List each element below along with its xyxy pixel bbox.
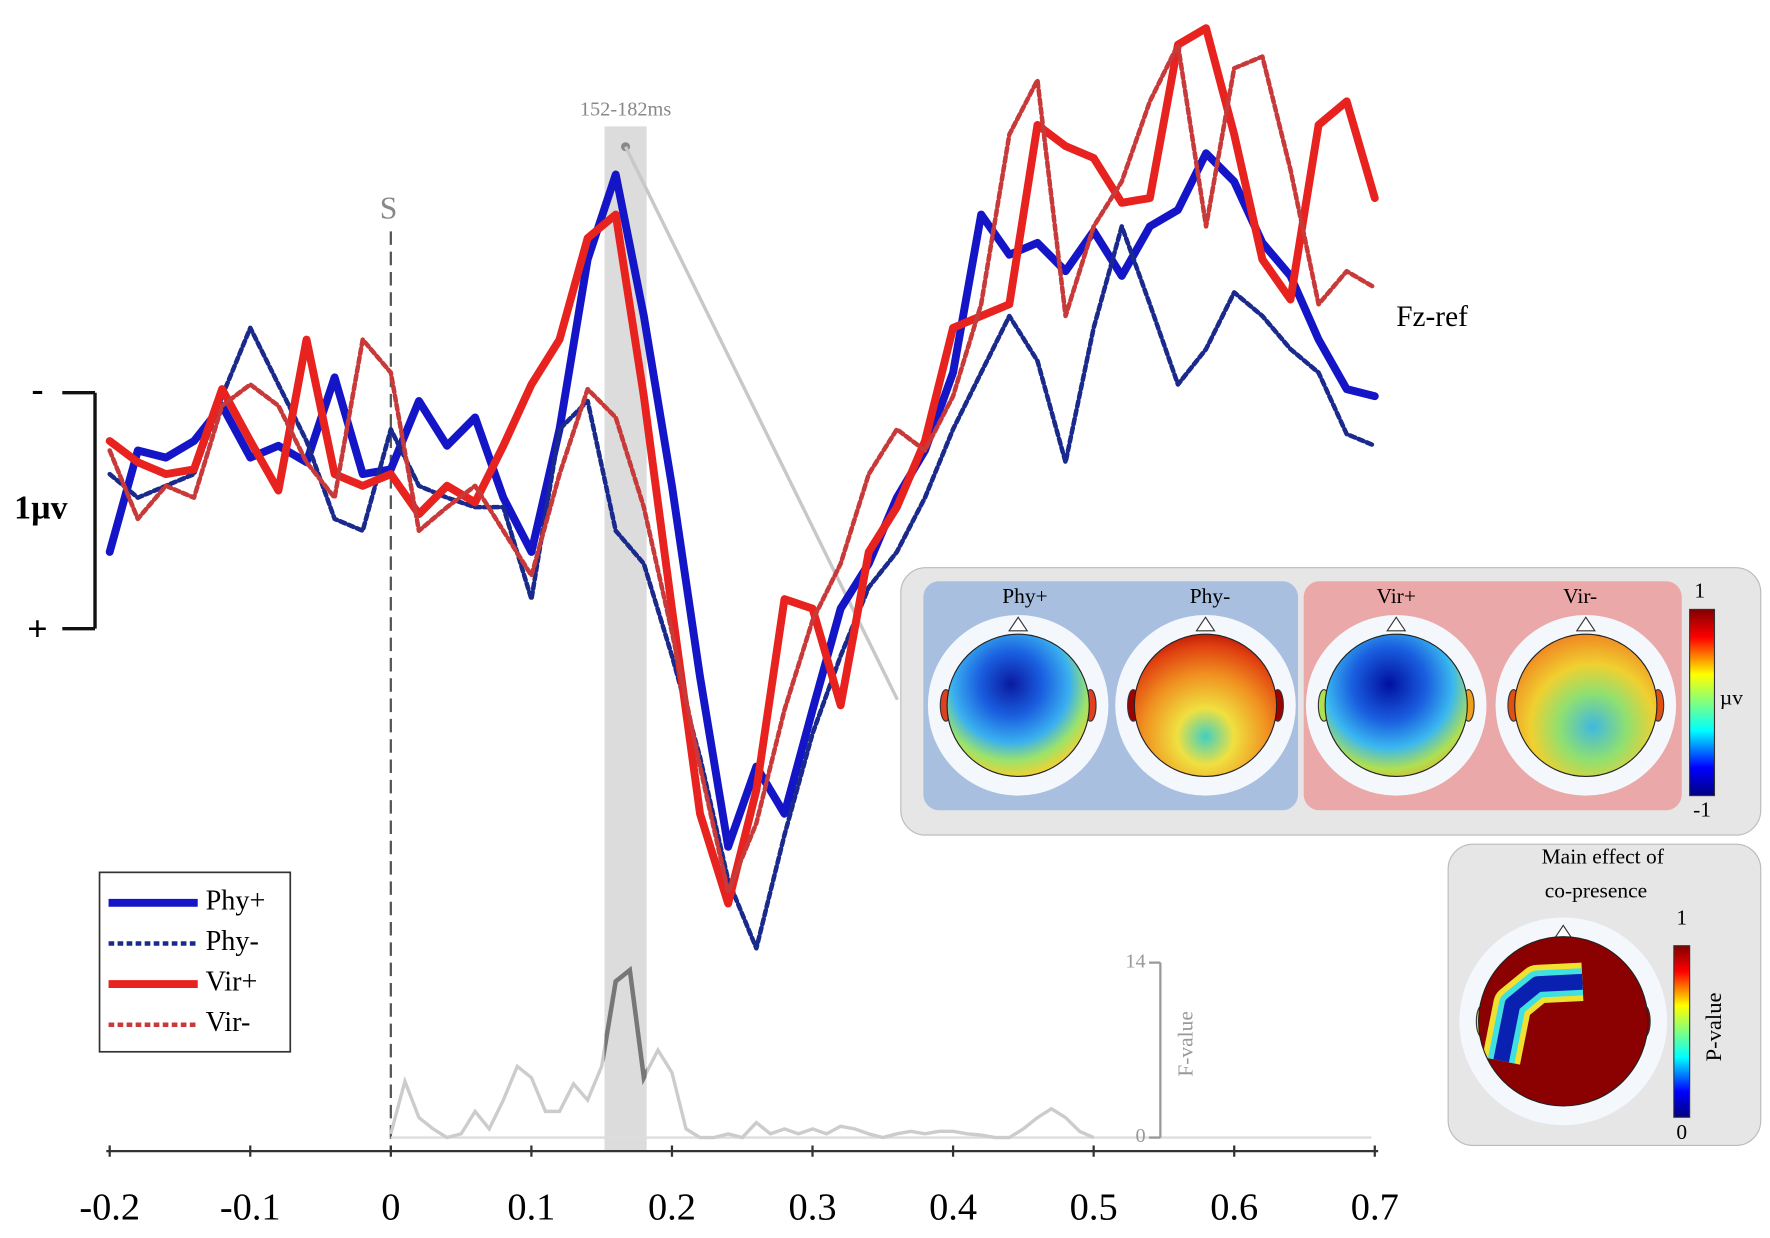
- heads: [927, 615, 1677, 796]
- colorbar: [1689, 608, 1716, 797]
- x-tick-label: 0.3: [789, 1187, 837, 1229]
- topomap-label: Phy+: [1002, 584, 1047, 608]
- topomap-label: Phy-: [1190, 584, 1231, 608]
- f-tick-label: 14: [1125, 950, 1145, 972]
- scale-minus: -: [31, 369, 43, 409]
- f-axis-label: F-value: [1173, 1011, 1197, 1077]
- stimulus-label: S: [380, 190, 398, 225]
- main-effect-title: co-presence: [1545, 879, 1647, 903]
- legend-label: Phy-: [206, 926, 259, 957]
- window-label: 152-182ms: [580, 98, 671, 120]
- legend-label: Vir+: [206, 967, 258, 998]
- legend-label: Vir-: [206, 1007, 251, 1038]
- f-tick-label: 0: [1136, 1125, 1146, 1147]
- main-effect-title: Main effect of: [1542, 845, 1665, 869]
- x-tick-label: 0.6: [1210, 1187, 1258, 1229]
- topomap-label: Vir+: [1377, 584, 1416, 608]
- colorbar-max: 1: [1676, 906, 1687, 930]
- erp-line: [105, 24, 1379, 908]
- x-tick-label: -0.1: [220, 1187, 281, 1229]
- erp-line: [107, 42, 1378, 894]
- x-tick-label: -0.2: [79, 1187, 140, 1229]
- colorbar-unit: µv: [1720, 686, 1743, 710]
- f-value-line: [389, 966, 1095, 1140]
- colorbar-label: P-value: [1701, 993, 1726, 1062]
- x-tick-label: 0.5: [1070, 1187, 1118, 1229]
- x-tick-label: 0.1: [507, 1187, 555, 1229]
- colorbar-min: -1: [1693, 797, 1711, 821]
- scale-label: 1µv: [14, 489, 67, 526]
- topomap-label: Vir-: [1563, 584, 1597, 608]
- colorbar: [1673, 945, 1691, 1118]
- x-tick-label: 0.4: [929, 1187, 977, 1229]
- callout-line: [624, 145, 899, 701]
- channel-label: Fz-ref: [1396, 301, 1468, 333]
- scale-plus: +: [27, 608, 48, 648]
- pvalue-head: [1459, 917, 1668, 1126]
- x-tick-label: 0: [381, 1187, 400, 1229]
- colorbar-min: 0: [1676, 1120, 1687, 1144]
- legend-label: Phy+: [206, 885, 266, 916]
- x-tick-label: 0.7: [1351, 1187, 1399, 1229]
- colorbar-max: 1: [1694, 578, 1705, 602]
- x-tick-label: 0.2: [648, 1187, 696, 1229]
